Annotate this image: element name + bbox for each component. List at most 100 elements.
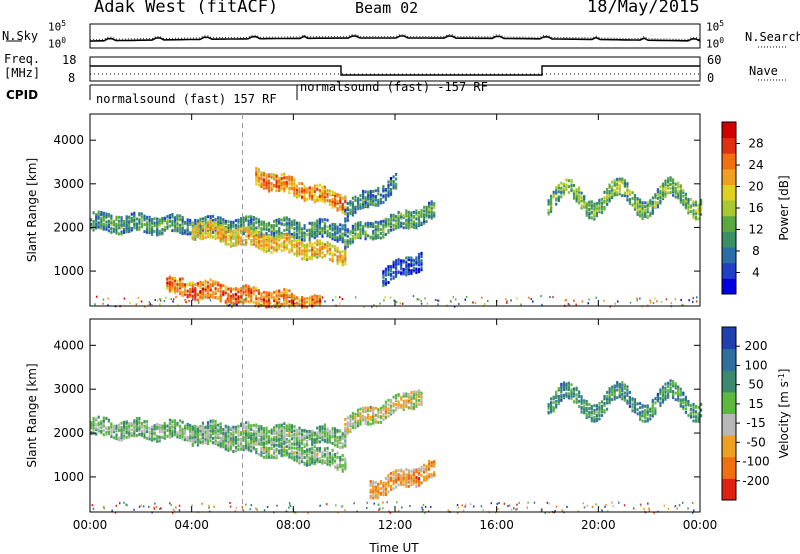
echo-cell (659, 388, 662, 392)
echo-cell (415, 485, 418, 488)
echo-cell (224, 285, 227, 289)
echo-cell (227, 430, 230, 434)
echo-cell (303, 428, 306, 432)
echo-cell (242, 226, 245, 230)
echo-cell (280, 442, 283, 446)
echo-cell (92, 228, 95, 232)
echo-cell (217, 220, 220, 224)
echo-cell (426, 302, 429, 305)
echo-cell (110, 429, 113, 433)
echo-cell (621, 395, 624, 399)
echo-cell (240, 239, 243, 243)
echo-cell (641, 204, 644, 208)
echo-cell (672, 178, 675, 182)
echo-cell (163, 425, 166, 429)
echo-cell (428, 203, 431, 207)
echo-cell (667, 182, 670, 186)
echo-cell (293, 231, 296, 235)
echo-cell (265, 437, 268, 441)
echo-cell (201, 225, 204, 229)
echo-cell (206, 215, 210, 219)
echo-cell (311, 229, 314, 233)
echo-cell (196, 282, 199, 286)
echo-cell (362, 196, 365, 200)
echo-cell (334, 440, 337, 443)
echo-cell (674, 391, 677, 395)
echo-cell (176, 279, 179, 283)
echo-cell (593, 415, 596, 419)
echo-cell (224, 434, 227, 438)
echo-cell (636, 412, 639, 416)
echo-cell (328, 453, 332, 457)
echo-cell (308, 196, 311, 200)
echo-cell (555, 505, 558, 508)
echo-cell (326, 462, 329, 466)
echo-cell (293, 181, 296, 185)
echo-cell (303, 194, 306, 197)
echo-cell (214, 236, 217, 239)
echo-cell (204, 236, 207, 239)
echo-cell (664, 397, 667, 401)
echo-cell (389, 296, 392, 299)
echo-cell (567, 388, 570, 392)
colorbar-tick-label: 50 (748, 378, 763, 392)
echo-cell (326, 433, 329, 436)
echo-cell (214, 439, 217, 442)
echo-cell (369, 405, 372, 409)
echo-cell (384, 487, 387, 491)
echo-cell (588, 207, 591, 211)
echo-cell (664, 179, 667, 183)
echo-cell (700, 206, 703, 210)
echo-cell (298, 297, 301, 301)
echo-cell (298, 452, 301, 456)
echo-cell (196, 229, 199, 233)
echo-cell (293, 442, 296, 446)
echo-cell (250, 239, 253, 242)
echo-cell (128, 215, 131, 219)
echo-cell (128, 427, 131, 431)
echo-cell (560, 195, 563, 199)
echo-cell (306, 258, 309, 261)
echo-cell (412, 405, 415, 409)
echo-cell (392, 482, 395, 486)
y-tick-label: 2000 (53, 426, 84, 440)
echo-cell (260, 247, 263, 251)
echo-cell (250, 441, 253, 444)
echo-cell (97, 221, 100, 225)
echo-cell (447, 509, 449, 512)
echo-cell (600, 406, 604, 410)
echo-cell (168, 282, 171, 286)
echo-cell (199, 431, 202, 434)
echo-cell (639, 412, 642, 416)
echo-cell (387, 398, 390, 402)
echo-cell (303, 226, 306, 230)
echo-cell (250, 442, 253, 446)
echo-cell (339, 446, 342, 450)
echo-cell (395, 265, 398, 268)
echo-cell (323, 189, 326, 192)
echo-cell (331, 228, 334, 232)
echo-cell (178, 509, 181, 512)
echo-cell (387, 490, 390, 494)
echo-cell (405, 256, 408, 260)
echo-cell (311, 443, 314, 447)
echo-cell (120, 433, 123, 437)
echo-cell (262, 249, 265, 253)
echo-cell (684, 192, 687, 196)
echo-cell (100, 424, 103, 428)
echo-cell (120, 218, 123, 222)
echo-cell (372, 410, 375, 414)
echo-cell (110, 422, 113, 426)
echo-cell (623, 191, 626, 195)
echo-cell (425, 478, 428, 482)
echo-cell (283, 228, 286, 232)
echo-cell (267, 184, 271, 188)
echo-cell (285, 176, 288, 180)
echo-cell (321, 195, 324, 199)
echo-cell (613, 181, 616, 185)
echo-cell (321, 219, 324, 223)
echo-cell (275, 296, 278, 300)
echo-cell (308, 230, 311, 234)
echo-cell (313, 454, 316, 457)
echo-cell (217, 231, 220, 235)
